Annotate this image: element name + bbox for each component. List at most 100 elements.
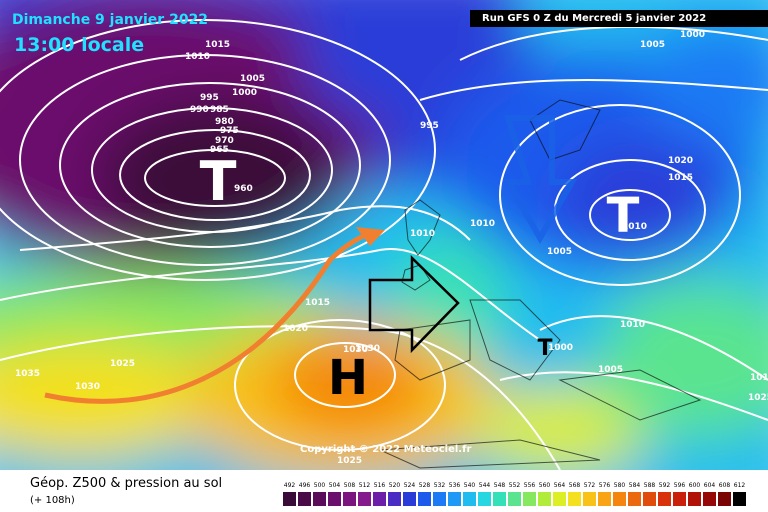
- scale-tick-label: 576: [598, 482, 611, 489]
- isobar-label: 1030: [75, 382, 100, 392]
- scale-swatch: [493, 492, 506, 506]
- isobar-label: 965: [210, 145, 229, 155]
- scale-tick-label: 612: [733, 482, 746, 489]
- low-pressure-marker: T: [607, 188, 640, 244]
- isobar-label: 995: [420, 121, 439, 131]
- scale-tick-label: 524: [403, 482, 416, 489]
- isobar-label: 1000: [680, 30, 705, 40]
- scale-tick-label: 520: [388, 482, 401, 489]
- scale-tick-label: 548: [493, 482, 506, 489]
- coastlines: [379, 99, 702, 469]
- scale-swatch: [673, 492, 686, 506]
- scale-swatch: [688, 492, 701, 506]
- scale-swatch: [388, 492, 401, 506]
- scale-tick-label: 528: [418, 482, 431, 489]
- isobar-label: 995: [200, 93, 219, 103]
- low-pressure-marker: T: [200, 150, 237, 213]
- isobar-label: 1005: [598, 365, 623, 375]
- scale-tick-label: 564: [553, 482, 566, 489]
- isobar-label: 1005: [640, 40, 665, 50]
- low-pressure-marker: T: [537, 336, 552, 361]
- isobar-label: 1000: [232, 88, 257, 98]
- scale-tick-label: 536: [448, 482, 461, 489]
- scale-tick-label: 544: [478, 482, 491, 489]
- isobar-label: 1015: [750, 373, 768, 383]
- legend-subtitle: (+ 108h): [30, 495, 75, 506]
- scale-swatch: [733, 492, 746, 506]
- push-arrow-icon: [368, 255, 460, 354]
- scale-tick-label: 592: [658, 482, 671, 489]
- scale-tick-label: 596: [673, 482, 686, 489]
- scale-swatch: [433, 492, 446, 506]
- forecast-time: 13:00 locale: [14, 34, 145, 56]
- scale-tick-label: 504: [328, 482, 341, 489]
- scale-swatch: [358, 492, 371, 506]
- scale-swatch: [463, 492, 476, 506]
- scale-swatch: [628, 492, 641, 506]
- scale-swatch: [553, 492, 566, 506]
- flow-arrow-head: [356, 227, 385, 246]
- scale-tick-label: 512: [358, 482, 371, 489]
- high-pressure-marker: H: [328, 350, 368, 406]
- isobar-label: 985: [210, 105, 229, 115]
- scale-tick-label: 580: [613, 482, 626, 489]
- flow-arrow: [44, 229, 373, 404]
- scale-swatch: [478, 492, 491, 506]
- scale-swatch: [523, 492, 536, 506]
- isobar-label: 1010: [185, 52, 210, 62]
- isobar-label: 1015: [305, 298, 330, 308]
- system-pressure-label: 1010: [622, 222, 647, 232]
- system-pressure-label: 960: [234, 184, 253, 194]
- scale-tick-label: 500: [313, 482, 326, 489]
- forecast-date: Dimanche 9 janvier 2022: [12, 12, 209, 28]
- scale-tick-label: 572: [583, 482, 596, 489]
- scale-tick-label: 508: [343, 482, 356, 489]
- scale-swatch: [658, 492, 671, 506]
- scale-swatch: [448, 492, 461, 506]
- isobar-label: 980: [215, 117, 234, 127]
- isobar-label: 1020: [668, 156, 693, 166]
- scale-tick-label: 556: [523, 482, 536, 489]
- scale-swatch: [373, 492, 386, 506]
- scale-swatch: [403, 492, 416, 506]
- isobar-label: 1015: [205, 40, 230, 50]
- scale-swatch: [718, 492, 731, 506]
- isobar-label: 1025: [110, 359, 135, 369]
- scale-swatch: [298, 492, 311, 506]
- color-scale: 492 496 500 504 508 512 516 520 524 528 532 536 540 5…: [283, 482, 751, 508]
- scale-tick-label: 540: [463, 482, 476, 489]
- system-pressure-label: 1000: [548, 343, 573, 353]
- scale-swatch: [598, 492, 611, 506]
- scale-tick-label: 600: [688, 482, 701, 489]
- isobar-label: 970: [215, 136, 234, 146]
- isobar-label: 1020: [283, 324, 308, 334]
- scale-swatch: [538, 492, 551, 506]
- scale-swatch: [508, 492, 521, 506]
- isobar-label: 1010: [620, 320, 645, 330]
- scale-tick-label: 608: [718, 482, 731, 489]
- scale-tick-label: 532: [433, 482, 446, 489]
- isobar-label: 990: [190, 105, 209, 115]
- legend-title: Géop. Z500 & pression au sol: [30, 476, 223, 491]
- scale-tick-label: 584: [628, 482, 641, 489]
- system-pressure-label: 1030: [343, 345, 368, 355]
- isobars: [0, 19, 768, 470]
- scale-swatch: [643, 492, 656, 506]
- scale-swatch: [343, 492, 356, 506]
- isobar-label: 1010: [470, 219, 495, 229]
- isobar-label: 1025: [748, 393, 768, 403]
- color-field: [0, 0, 768, 470]
- isobar-label: 1035: [15, 369, 40, 379]
- isobar-label: 1025: [337, 456, 362, 466]
- scale-tick-label: 516: [373, 482, 386, 489]
- scale-swatch: [613, 492, 626, 506]
- copyright: Copyright © 2022 Meteociel.fr: [300, 444, 472, 455]
- scale-tick-label: 496: [298, 482, 311, 489]
- isobar-label: 975: [220, 126, 239, 136]
- scale-tick-label: 588: [643, 482, 656, 489]
- scale-swatch: [568, 492, 581, 506]
